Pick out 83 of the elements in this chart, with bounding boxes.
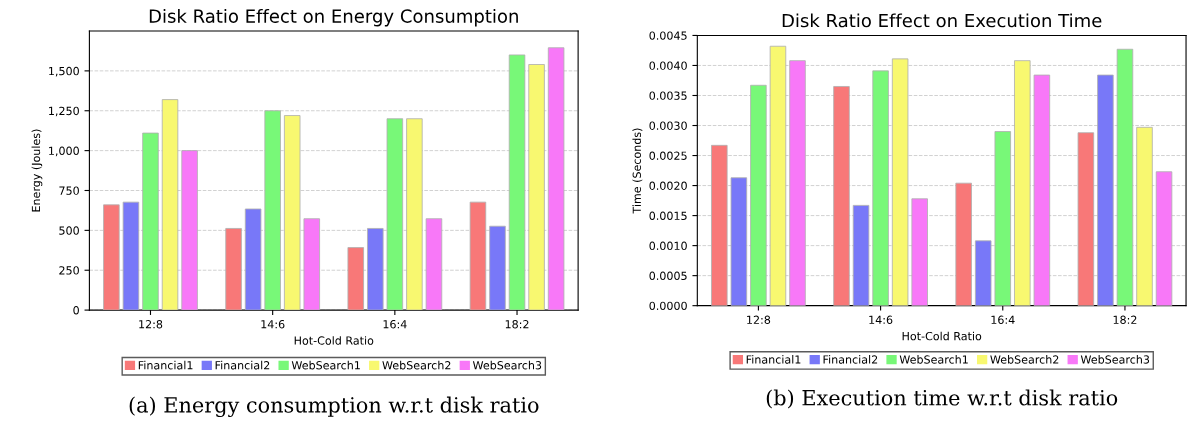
bar (1116, 48, 1134, 306)
y-tick-label: 0.0035 (649, 91, 687, 100)
bar (1077, 132, 1095, 306)
bar (547, 47, 565, 311)
y-tick-label: 0.0030 (649, 121, 687, 130)
bar (283, 115, 301, 311)
x-tick-label: 16:4 (991, 315, 1015, 324)
bar (872, 70, 889, 306)
x-tick-label: 12:8 (747, 315, 771, 324)
bar (161, 99, 179, 311)
bar (955, 182, 972, 306)
y-tick-label: 0.0005 (649, 271, 687, 281)
legend-label: Financial1 (746, 355, 801, 364)
bar (425, 218, 443, 311)
y-tick-label: 1,000 (49, 146, 79, 157)
bar (367, 228, 384, 311)
bar (244, 208, 262, 311)
legend-label: WebSearch3 (1080, 355, 1150, 364)
bar (789, 60, 806, 306)
bar (730, 177, 748, 306)
bar (833, 86, 850, 306)
bar (769, 45, 787, 306)
y-tick-label: 0 (73, 306, 79, 315)
bar (994, 131, 1012, 306)
bar (264, 110, 281, 311)
bar (103, 204, 120, 311)
y-tick-label: 750 (59, 186, 79, 195)
y-tick-label: 0.0040 (649, 61, 687, 70)
legend-label: WebSearch2 (382, 360, 451, 370)
legend-label: Financial2 (823, 355, 878, 364)
y-tick-label: 0.0000 (649, 301, 687, 311)
x-tick-label: 14:6 (261, 320, 285, 329)
bar (122, 201, 140, 311)
bar (711, 144, 728, 306)
bar (142, 132, 159, 311)
text: (b) Execution time w.r.t disk ratio (766, 389, 1118, 409)
bar (469, 201, 487, 311)
legend-label: WebSearch1 (899, 355, 968, 364)
legend-label: WebSearch1 (291, 360, 360, 370)
bar (891, 58, 909, 306)
y-axis-title: Energy (Joules) (31, 129, 43, 212)
bar (225, 228, 242, 311)
y-tick-label: 500 (59, 226, 79, 235)
y-tick-label: 0.0025 (649, 151, 687, 160)
bar (974, 240, 992, 306)
text: (a) Energy consumption w.r.t disk ratio (129, 396, 539, 418)
bar (347, 247, 364, 311)
legend-label: WebSearch3 (472, 360, 542, 370)
y-tick-label: 250 (59, 266, 79, 275)
chart-title: Disk Ratio Effect on Energy Consumption (149, 8, 518, 27)
x-axis-title: Hot-Cold Ratio (294, 336, 374, 345)
bar (489, 225, 506, 311)
legend-label: Financial2 (215, 360, 270, 370)
y-tick-label: 1,250 (49, 106, 79, 117)
bar (852, 204, 870, 306)
bar (1014, 60, 1031, 306)
bar (1097, 74, 1114, 306)
y-tick-label: 0.0045 (649, 31, 687, 40)
legend-label: Financial1 (138, 360, 193, 370)
bar (911, 198, 928, 306)
bar (181, 150, 198, 311)
x-tick-label: 12:8 (139, 320, 163, 329)
y-axis-title: Time (Seconds) (632, 128, 643, 214)
y-tick-label: 1,500 (49, 66, 79, 77)
y-tick-label: 0.0010 (649, 241, 687, 250)
bar (750, 84, 767, 306)
y-tick-label: 0.0015 (649, 211, 687, 220)
y-tick-label: 0.0020 (649, 181, 687, 190)
bar (528, 64, 545, 311)
chart-title: Disk Ratio Effect on Execution Time (782, 13, 1102, 28)
bar (1136, 126, 1153, 306)
x-tick-label: 14:6 (869, 315, 893, 324)
x-tick-label: 16:4 (383, 320, 407, 329)
x-tick-label: 18:2 (1113, 315, 1137, 324)
x-axis-title: Hot-Cold Ratio (902, 331, 982, 341)
bar (1155, 171, 1173, 306)
bar (303, 218, 321, 311)
bar (386, 118, 404, 311)
bar (508, 54, 526, 311)
x-tick-label: 18:2 (505, 320, 529, 329)
bar (1033, 74, 1051, 306)
legend-label: WebSearch2 (990, 355, 1059, 364)
bar (406, 118, 423, 311)
